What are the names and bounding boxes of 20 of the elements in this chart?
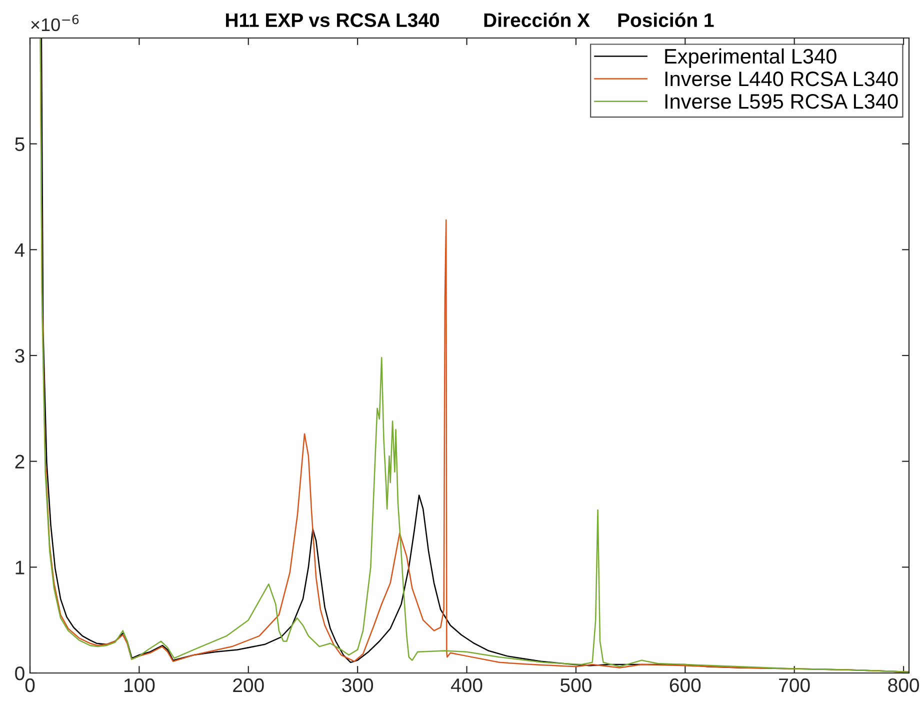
x-tick-label: 0: [25, 678, 35, 692]
x-tick-label: 500: [560, 678, 592, 692]
y-tick-label: 0: [15, 666, 24, 680]
legend-label: Experimental L340: [665, 48, 836, 68]
text: ×10$^{−6}$: [31, 14, 79, 32]
x-tick-label: 400: [450, 678, 482, 692]
legend-label: Inverse L440 RCSA L340: [665, 72, 898, 86]
y-tick-label: 1: [16, 560, 24, 574]
x-tick-label: 200: [233, 678, 264, 692]
y-tick-label: 4: [14, 243, 25, 257]
x-tick-label: 700: [779, 678, 810, 692]
x-tick-label: 800: [888, 678, 920, 692]
y-tick-label: 3: [15, 348, 24, 363]
x-tick-label: 100: [124, 678, 155, 692]
y-tick-label: 5: [15, 138, 24, 152]
y-tick-label: 2: [15, 454, 24, 468]
chart-title: H11 EXP vs RCSA L340 Dirección X Posición 1: [226, 12, 714, 28]
x-tick-label: 600: [670, 678, 701, 692]
legend-label: Inverse L595 RCSA L340: [665, 94, 898, 109]
x-tick-label: 300: [342, 678, 374, 692]
